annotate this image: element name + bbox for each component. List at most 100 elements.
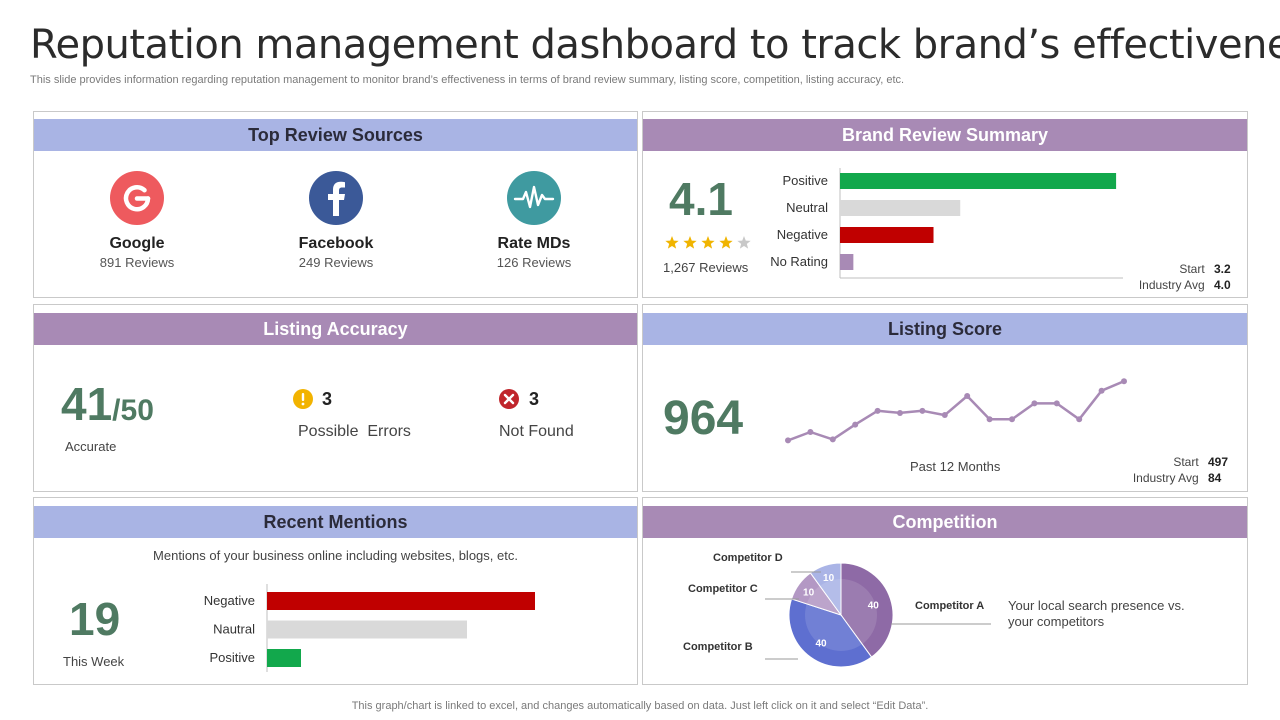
- brand-rating: 4.1: [669, 173, 733, 225]
- tick-label: Negative: [777, 227, 828, 242]
- brand-review-summary-title: Brand Review Summary: [643, 119, 1247, 151]
- listing-score-period: Past 12 Months: [910, 459, 1001, 474]
- errors-value: 3: [322, 389, 333, 409]
- accuracy-label: Accurate: [65, 439, 117, 454]
- competition-description: Your local search presence vs. your comp…: [1008, 598, 1185, 630]
- score-point[interactable]: [1098, 387, 1105, 394]
- score-point[interactable]: [1121, 378, 1127, 385]
- footer-note: This graph/chart is linked to excel, and…: [351, 700, 929, 712]
- score-point[interactable]: [1031, 400, 1038, 407]
- score-point[interactable]: [964, 393, 971, 400]
- recent-mentions-title: Recent Mentions: [34, 506, 637, 538]
- mentions-count-label: This Week: [63, 654, 125, 669]
- notfound-label: Not Found: [499, 423, 574, 440]
- bar-neutral[interactable]: [840, 200, 961, 216]
- score-point[interactable]: [852, 421, 859, 428]
- brand-industry-label: Industry Avg: [1138, 278, 1205, 292]
- competition-pie-chart: 40 40 10 10 Competitor A Competitor B Competit…: [673, 542, 1013, 680]
- pie-value-label: 10: [803, 588, 815, 599]
- brand-industry-value: 4.0: [1214, 278, 1231, 292]
- score-point[interactable]: [941, 412, 948, 419]
- star-icon: [665, 236, 679, 249]
- score-point[interactable]: [785, 437, 791, 444]
- score-point[interactable]: [1076, 416, 1083, 423]
- source-count: 891 Reviews: [99, 255, 175, 270]
- bar-positive[interactable]: [267, 649, 301, 667]
- star-icon: [719, 236, 733, 249]
- tick-label: Positive: [209, 650, 255, 665]
- source-name: Rate MDs: [497, 235, 571, 252]
- pie-legend-label: Competitor A: [915, 600, 984, 612]
- score-line: [787, 380, 1125, 442]
- bar-negative[interactable]: [267, 592, 535, 610]
- score-point[interactable]: [986, 416, 993, 423]
- heartbeat-icon: [507, 171, 561, 225]
- google-icon: [110, 171, 164, 225]
- listing-score-title: Listing Score: [643, 313, 1247, 345]
- competition-panel: Competition 40 40 10 10 Competitor A Competit…: [642, 497, 1248, 685]
- score-point[interactable]: [919, 407, 926, 414]
- rating-stars: [663, 234, 753, 257]
- pie-slice-competitor-b[interactable]: [788, 598, 873, 668]
- brand-review-bar-chart: Positive Neutral Negative No Rating: [753, 168, 1133, 280]
- facebook-icon: [309, 171, 363, 225]
- score-start: Start 497: [1073, 455, 1238, 469]
- tick-label: Negative: [204, 593, 255, 608]
- score-point[interactable]: [897, 409, 903, 416]
- star-icon: [737, 236, 751, 249]
- score-industry-label: Industry Avg: [1132, 471, 1199, 485]
- score-point[interactable]: [829, 436, 836, 443]
- bar-no-rating[interactable]: [840, 254, 854, 270]
- star-icon: [701, 236, 715, 249]
- page-subtitle: This slide provides information regardin…: [30, 74, 905, 86]
- score-point[interactable]: [874, 407, 881, 414]
- brand-review-count: 1,267 Reviews: [663, 260, 749, 275]
- score-point[interactable]: [1009, 416, 1015, 423]
- score-industry-value: 84: [1208, 471, 1222, 485]
- bar-positive[interactable]: [840, 173, 1117, 189]
- competition-description-line2: your competitors: [1008, 614, 1105, 629]
- pie-value-label: 10: [823, 573, 835, 584]
- source-facebook[interactable]: Facebook 249 Reviews: [256, 171, 416, 270]
- brand-start-value: 3.2: [1214, 262, 1231, 276]
- pie-value-label: 40: [815, 639, 827, 650]
- source-google[interactable]: Google 891 Reviews: [57, 171, 217, 270]
- brand-start: Start 3.2: [1083, 262, 1238, 276]
- source-count: 249 Reviews: [298, 255, 374, 270]
- errors-label: Possible Errors: [298, 423, 411, 440]
- pie-slice-competitor-a[interactable]: [840, 562, 894, 658]
- brand-review-summary-panel: Brand Review Summary 4.1 1,267 Reviews P…: [642, 111, 1248, 298]
- score-point[interactable]: [807, 428, 814, 435]
- pie-legend-label: Competitor C: [688, 583, 758, 595]
- tick-label: Neutral: [786, 200, 828, 215]
- bar-nautral[interactable]: [267, 620, 467, 639]
- brand-industry-avg: Industry Avg 4.0: [1083, 278, 1238, 292]
- score-point[interactable]: [1053, 400, 1060, 407]
- top-review-sources-panel: Top Review Sources Google 891 Reviews Fa…: [33, 111, 638, 298]
- recent-mentions-panel: Recent Mentions Mentions of your busines…: [33, 497, 638, 685]
- accuracy-score: 41/50: [61, 377, 154, 431]
- score-start-label: Start: [1173, 455, 1199, 469]
- bar-negative[interactable]: [840, 227, 934, 243]
- mentions-bar-chart: Negative Nautral Positive: [164, 582, 584, 674]
- listing-score-panel: Listing Score 964 Past 12 Months Start 4…: [642, 304, 1248, 492]
- star-icon: [683, 236, 697, 249]
- listing-accuracy-panel: Listing Accuracy 41/50 Accurate 3 Possib…: [33, 304, 638, 492]
- pie-slice-competitor-d[interactable]: [809, 562, 842, 617]
- warning-icon: [293, 389, 313, 414]
- source-count: 126 Reviews: [496, 255, 572, 270]
- pie-legend-label: Competitor D: [713, 552, 783, 564]
- brand-start-label: Start: [1179, 262, 1205, 276]
- tick-label: Positive: [782, 173, 828, 188]
- notfound-value: 3: [529, 389, 540, 409]
- score-start-value: 497: [1208, 455, 1229, 469]
- listing-score-value: 964: [663, 392, 744, 445]
- competition-title: Competition: [643, 506, 1247, 538]
- listing-accuracy-title: Listing Accuracy: [34, 313, 637, 345]
- pie-inner-ring: [805, 579, 877, 651]
- tick-label: Nautral: [213, 622, 255, 637]
- source-ratemds[interactable]: Rate MDs 126 Reviews: [454, 171, 614, 270]
- recent-mentions-description: Mentions of your business online includi…: [153, 548, 518, 563]
- source-name: Google: [109, 235, 165, 252]
- error-x-icon: [499, 389, 519, 414]
